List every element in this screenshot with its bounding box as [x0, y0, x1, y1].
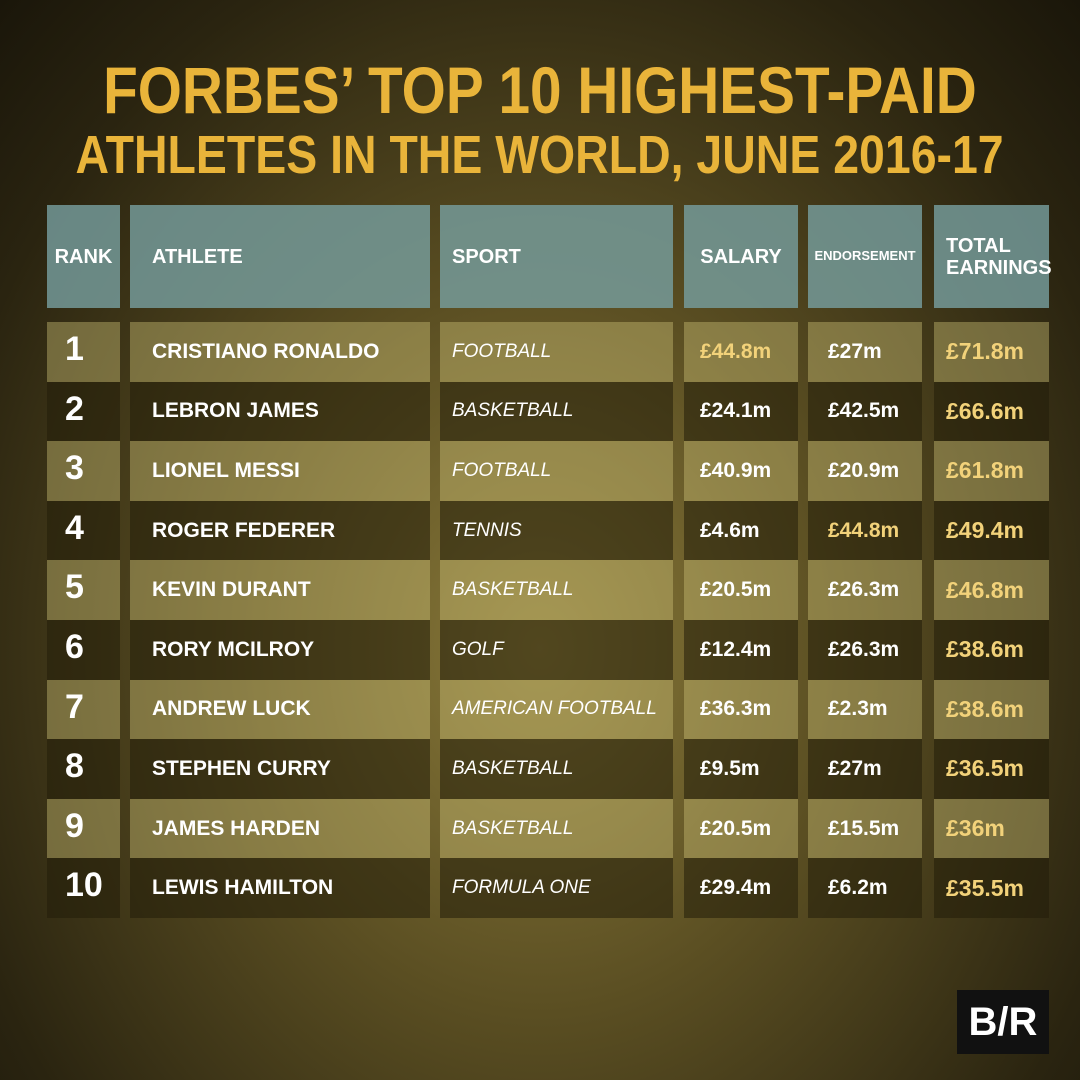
title-line: ATHLETES IN THE WORLD, JUNE 2016-17: [0, 124, 1080, 186]
table-cell: CRISTIANO RONALDO: [130, 322, 430, 382]
table-cell: £44.8m: [808, 500, 922, 561]
table-cell: LIONEL MESSI: [130, 441, 430, 501]
table-cell: £12.4m: [684, 620, 798, 680]
table-cell: BASKETBALL: [440, 739, 673, 799]
table-cell: STEPHEN CURRY: [130, 739, 430, 799]
table-cell: RORY MCILROY: [130, 620, 430, 680]
header-cell: ENDORSEMENT: [808, 205, 922, 308]
table-cell: 6: [47, 620, 120, 680]
table-cell: BASKETBALL: [440, 381, 673, 442]
table-cell: £29.4m: [684, 858, 798, 918]
title-text: ATHLETES IN THE WORLD, JUNE 2016-17: [75, 125, 1005, 185]
table-cell: 3: [47, 441, 120, 501]
table-cell: £9.5m: [684, 739, 798, 799]
table-cell: £61.8m: [934, 441, 1049, 501]
table-cell: £44.8m: [684, 322, 798, 382]
header-cell: SALARY: [684, 205, 798, 308]
table-cell: £27m: [808, 739, 922, 799]
title-text: FORBES’ TOP 10 HIGHEST-PAID: [103, 53, 977, 127]
table-cell: £71.8m: [934, 322, 1049, 382]
table-cell: £27m: [808, 322, 922, 382]
table-cell: £36.5m: [934, 739, 1049, 799]
table-cell: £20.5m: [684, 798, 798, 859]
table-cell: 5: [47, 560, 120, 620]
table-cell: 7: [47, 679, 120, 740]
table-cell: AMERICAN FOOTBALL: [440, 679, 673, 740]
table-cell: £40.9m: [684, 441, 798, 501]
table-cell: £38.6m: [934, 620, 1049, 680]
table-cell: LEWIS HAMILTON: [130, 858, 430, 918]
table-cell: £6.2m: [808, 858, 922, 918]
table-cell: £46.8m: [934, 560, 1049, 620]
table-cell: BASKETBALL: [440, 560, 673, 620]
table-cell: TENNIS: [440, 500, 673, 561]
table-cell: £24.1m: [684, 381, 798, 442]
header-cell: RANK: [47, 205, 120, 308]
table-cell: 10: [47, 858, 120, 918]
table-cell: FORMULA ONE: [440, 858, 673, 918]
table-cell: £2.3m: [808, 679, 922, 740]
table-cell: KEVIN DURANT: [130, 560, 430, 620]
table-cell: FOOTBALL: [440, 322, 673, 382]
table-cell: £26.3m: [808, 560, 922, 620]
table-cell: ANDREW LUCK: [130, 679, 430, 740]
header-cell: ATHLETE: [130, 205, 430, 308]
table-cell: 8: [47, 739, 120, 799]
header-cell: TOTAL EARNINGS: [934, 205, 1052, 308]
table-cell: GOLF: [440, 620, 673, 680]
table-cell: £4.6m: [684, 500, 798, 561]
table-cell: £20.9m: [808, 441, 922, 501]
table-cell: 9: [47, 798, 120, 859]
table-cell: £38.6m: [934, 679, 1049, 740]
table-cell: LEBRON JAMES: [130, 381, 430, 442]
table-cell: 4: [47, 500, 120, 561]
table-cell: £15.5m: [808, 798, 922, 859]
table-cell: £42.5m: [808, 381, 922, 442]
table-cell: £66.6m: [934, 381, 1049, 442]
table-cell: £20.5m: [684, 560, 798, 620]
table-cell: £26.3m: [808, 620, 922, 680]
table-cell: £35.5m: [934, 858, 1049, 918]
table-cell: £36.3m: [684, 679, 798, 740]
header-cell: SPORT: [440, 205, 673, 308]
table-cell: ROGER FEDERER: [130, 500, 430, 561]
table-cell: £36m: [934, 798, 1049, 859]
table-cell: BASKETBALL: [440, 798, 673, 859]
table-cell: 2: [47, 381, 120, 442]
logo: B/R: [957, 990, 1049, 1054]
table-cell: FOOTBALL: [440, 441, 673, 501]
table-cell: JAMES HARDEN: [130, 798, 430, 859]
table-cell: £49.4m: [934, 500, 1049, 561]
table-cell: 1: [47, 322, 120, 382]
title-line: FORBES’ TOP 10 HIGHEST-PAID: [0, 52, 1080, 128]
